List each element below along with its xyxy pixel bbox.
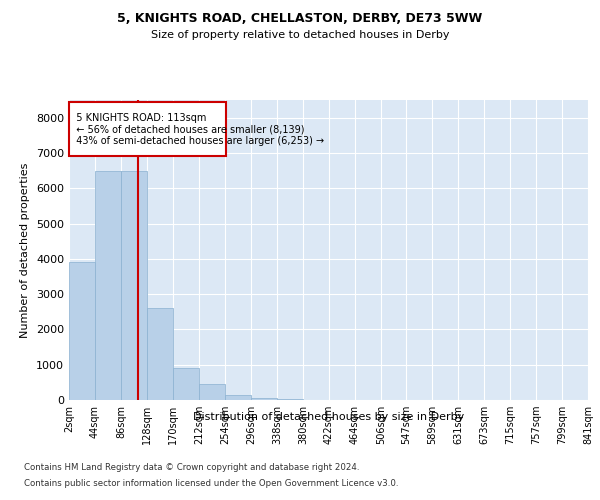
Bar: [121, 170, 147, 400]
Bar: [199, 384, 225, 400]
Bar: [173, 368, 199, 400]
Text: Contains public sector information licensed under the Open Government Licence v3: Contains public sector information licen…: [24, 479, 398, 488]
Text: 5 KNIGHTS ROAD: 113sqm
  ← 56% of detached houses are smaller (8,139)
  43% of s: 5 KNIGHTS ROAD: 113sqm ← 56% of detached…: [70, 112, 325, 146]
Bar: [225, 394, 251, 400]
Text: 5, KNIGHTS ROAD, CHELLASTON, DERBY, DE73 5WW: 5, KNIGHTS ROAD, CHELLASTON, DERBY, DE73…: [118, 12, 482, 26]
Bar: [69, 262, 95, 400]
FancyBboxPatch shape: [69, 102, 226, 156]
Bar: [147, 308, 173, 400]
Text: Contains HM Land Registry data © Crown copyright and database right 2024.: Contains HM Land Registry data © Crown c…: [24, 462, 359, 471]
Text: Size of property relative to detached houses in Derby: Size of property relative to detached ho…: [151, 30, 449, 40]
Y-axis label: Number of detached properties: Number of detached properties: [20, 162, 31, 338]
Bar: [95, 170, 121, 400]
Bar: [251, 398, 277, 400]
Text: Distribution of detached houses by size in Derby: Distribution of detached houses by size …: [193, 412, 464, 422]
